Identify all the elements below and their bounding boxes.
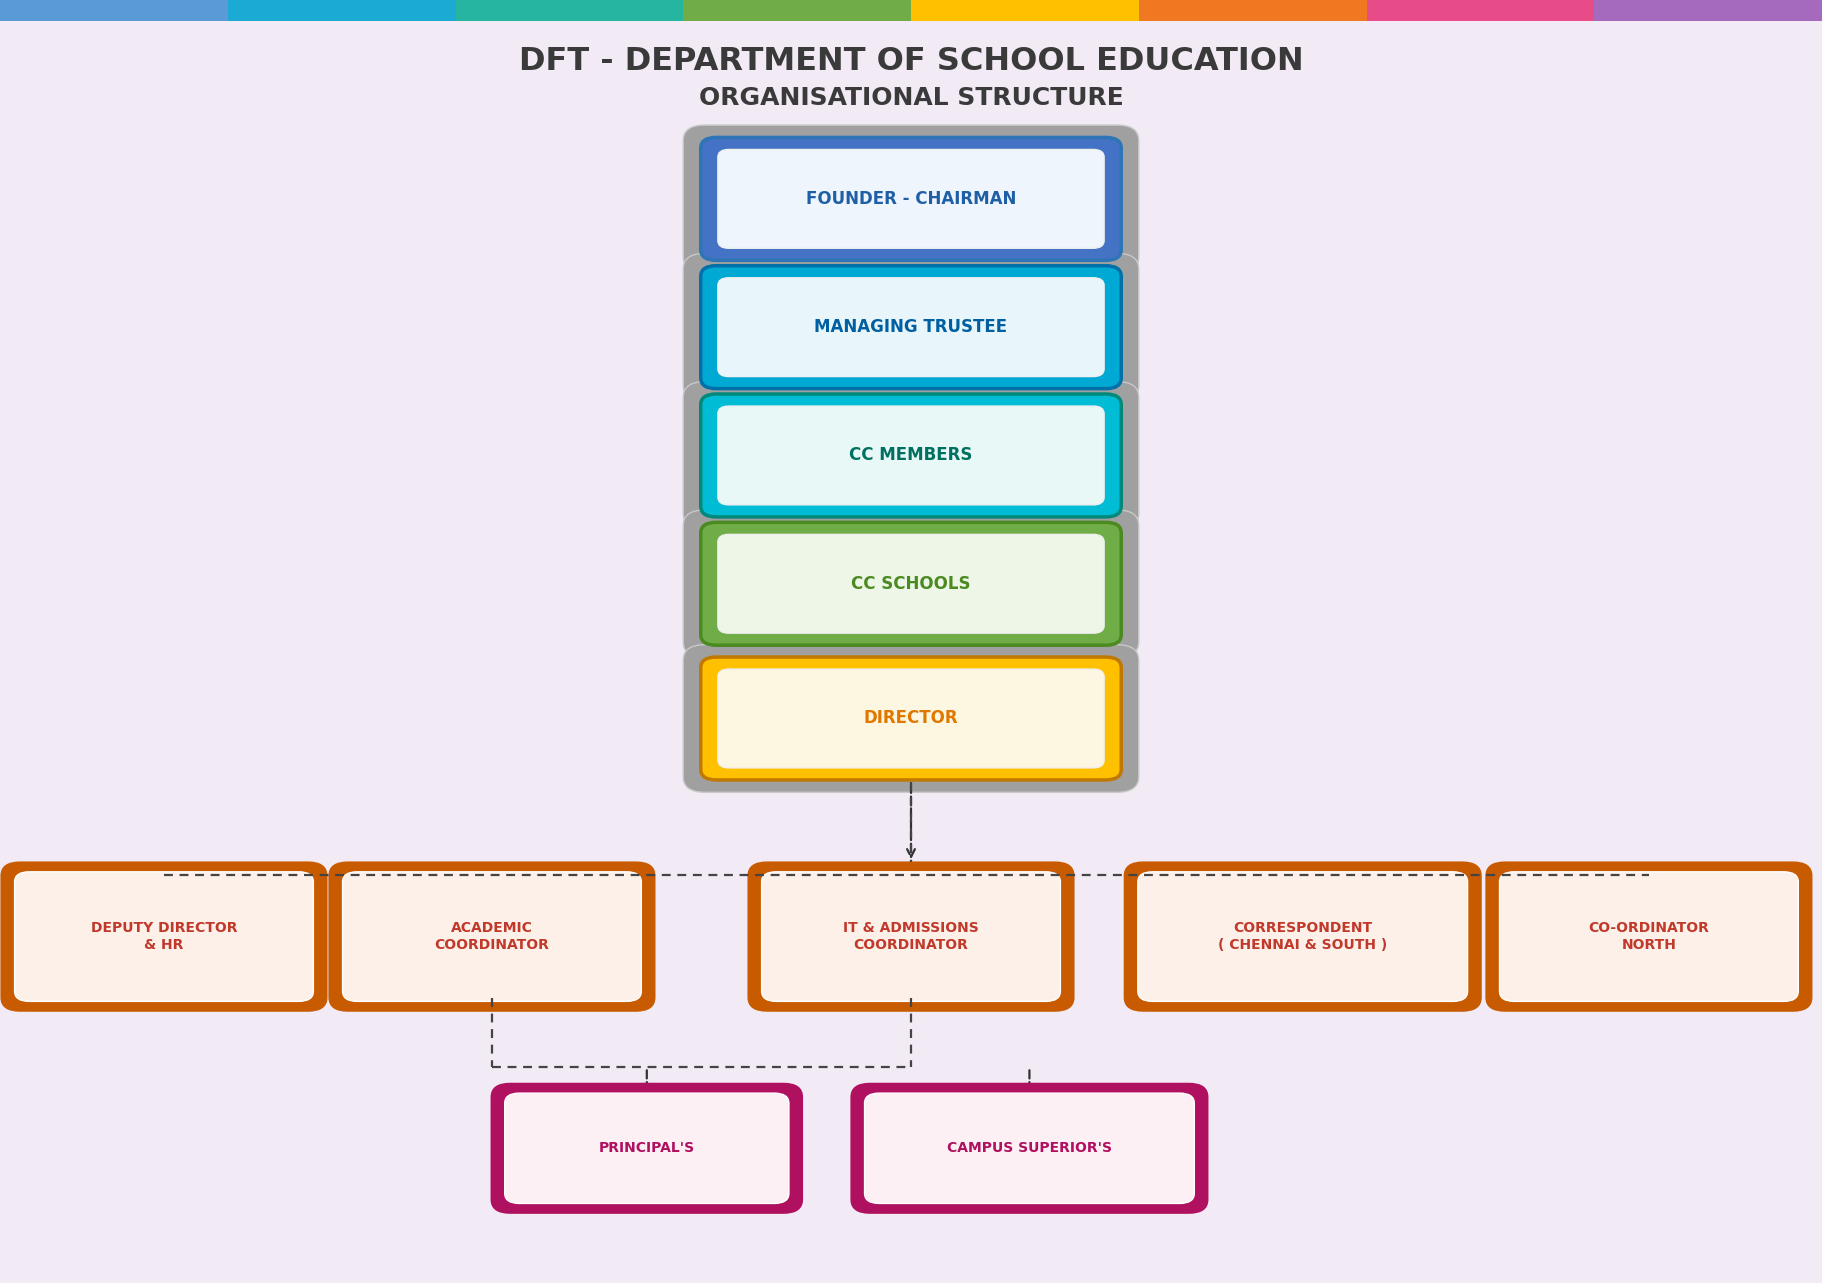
FancyBboxPatch shape	[508, 1098, 800, 1214]
FancyBboxPatch shape	[1141, 878, 1479, 1011]
FancyBboxPatch shape	[0, 0, 228, 21]
FancyBboxPatch shape	[683, 645, 1139, 793]
Text: CC MEMBERS: CC MEMBERS	[849, 446, 973, 464]
FancyBboxPatch shape	[701, 266, 1121, 389]
Text: DEPUTY DIRECTOR
& HR: DEPUTY DIRECTOR & HR	[91, 921, 237, 952]
FancyBboxPatch shape	[701, 394, 1121, 517]
Text: DIRECTOR: DIRECTOR	[864, 709, 958, 727]
FancyBboxPatch shape	[762, 872, 1060, 1001]
FancyBboxPatch shape	[864, 1093, 1195, 1203]
Text: IT & ADMISSIONS
COORDINATOR: IT & ADMISSIONS COORDINATOR	[844, 921, 978, 952]
FancyBboxPatch shape	[1124, 862, 1479, 1011]
FancyBboxPatch shape	[701, 137, 1121, 260]
Text: PRINCIPAL'S: PRINCIPAL'S	[599, 1142, 694, 1155]
FancyBboxPatch shape	[683, 0, 911, 21]
Text: ACADEMIC
COORDINATOR: ACADEMIC COORDINATOR	[434, 921, 550, 952]
Text: CAMPUS SUPERIOR'S: CAMPUS SUPERIOR'S	[947, 1142, 1111, 1155]
Text: CORRESPONDENT
( CHENNAI & SOUTH ): CORRESPONDENT ( CHENNAI & SOUTH )	[1219, 921, 1387, 952]
Text: ORGANISATIONAL STRUCTURE: ORGANISATIONAL STRUCTURE	[698, 86, 1124, 109]
FancyBboxPatch shape	[718, 150, 1104, 249]
FancyBboxPatch shape	[718, 278, 1104, 377]
FancyBboxPatch shape	[683, 253, 1139, 400]
FancyBboxPatch shape	[330, 862, 654, 1011]
FancyBboxPatch shape	[911, 0, 1139, 21]
FancyBboxPatch shape	[765, 878, 1071, 1011]
FancyBboxPatch shape	[701, 522, 1121, 645]
FancyBboxPatch shape	[1500, 872, 1798, 1001]
Text: CC SCHOOLS: CC SCHOOLS	[851, 575, 971, 593]
Text: MANAGING TRUSTEE: MANAGING TRUSTEE	[814, 318, 1008, 336]
FancyBboxPatch shape	[505, 1093, 789, 1203]
FancyBboxPatch shape	[492, 1084, 802, 1212]
FancyBboxPatch shape	[1594, 0, 1822, 21]
FancyBboxPatch shape	[683, 382, 1139, 529]
FancyBboxPatch shape	[701, 657, 1121, 780]
FancyBboxPatch shape	[1366, 0, 1594, 21]
FancyBboxPatch shape	[1487, 862, 1811, 1011]
FancyBboxPatch shape	[1137, 872, 1469, 1001]
FancyBboxPatch shape	[683, 124, 1139, 273]
FancyBboxPatch shape	[228, 0, 456, 21]
FancyBboxPatch shape	[851, 1084, 1206, 1212]
FancyBboxPatch shape	[15, 872, 313, 1001]
FancyBboxPatch shape	[867, 1098, 1206, 1214]
Text: FOUNDER - CHAIRMAN: FOUNDER - CHAIRMAN	[805, 190, 1017, 208]
FancyBboxPatch shape	[718, 405, 1104, 504]
FancyBboxPatch shape	[346, 878, 652, 1011]
FancyBboxPatch shape	[749, 862, 1073, 1011]
FancyBboxPatch shape	[18, 878, 324, 1011]
FancyBboxPatch shape	[456, 0, 683, 21]
FancyBboxPatch shape	[718, 534, 1104, 633]
FancyBboxPatch shape	[683, 509, 1139, 657]
FancyBboxPatch shape	[1503, 878, 1809, 1011]
Text: CO-ORDINATOR
NORTH: CO-ORDINATOR NORTH	[1589, 921, 1709, 952]
FancyBboxPatch shape	[718, 670, 1104, 767]
FancyBboxPatch shape	[2, 862, 326, 1011]
FancyBboxPatch shape	[343, 872, 641, 1001]
Text: DFT - DEPARTMENT OF SCHOOL EDUCATION: DFT - DEPARTMENT OF SCHOOL EDUCATION	[519, 46, 1303, 77]
FancyBboxPatch shape	[1139, 0, 1366, 21]
